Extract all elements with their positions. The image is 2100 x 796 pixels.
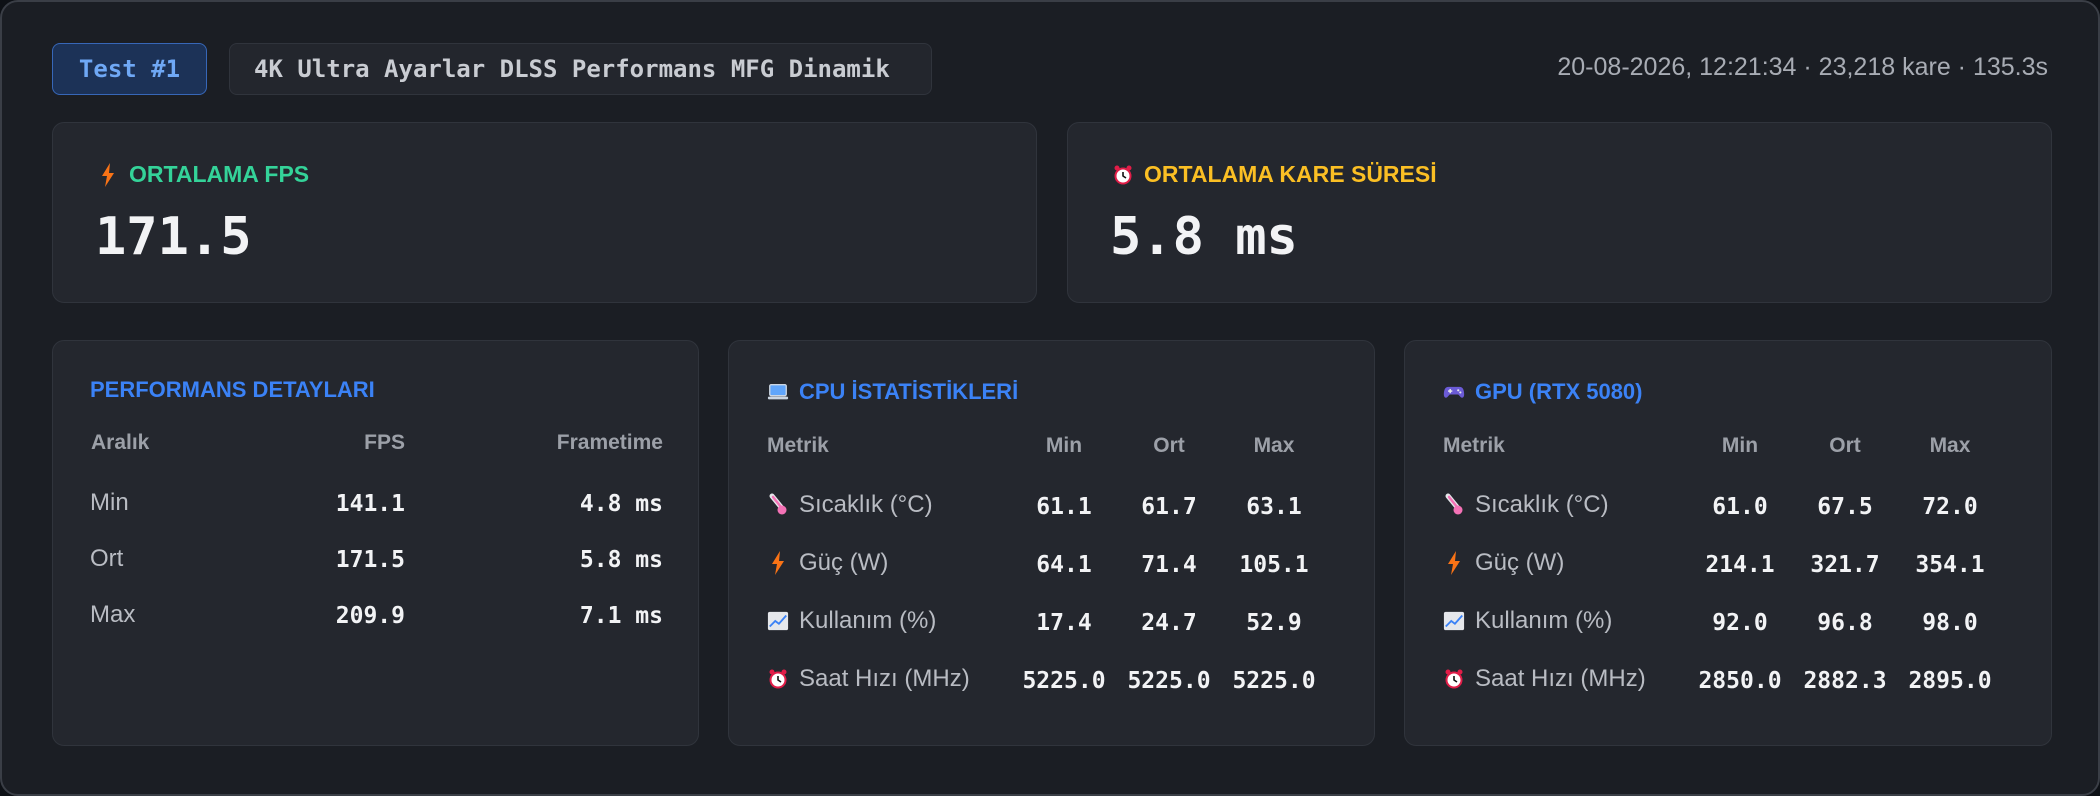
cpu-stats-card: CPU İSTATİSTİKLERİ Metrik Min Ort Max Sı… [728, 340, 1375, 746]
alarm-clock-icon [1112, 162, 1134, 188]
cpu-row-usage: Kullanım (%) [767, 607, 936, 635]
cpu-power-min: 64.1 [1036, 552, 1092, 578]
cpu-power-max: 105.1 [1239, 552, 1309, 578]
average-frametime-label: ORTALAMA KARE SÜRESİ [1144, 161, 1437, 187]
cpu-clock-avg: 5225.0 [1127, 668, 1211, 694]
cpu-usage-avg: 24.7 [1141, 610, 1197, 636]
gpu-column-header-max: Max [1929, 434, 1971, 457]
gpu-row-power: Güç (W) [1443, 549, 1564, 577]
gpu-clock-min: 2850.0 [1698, 668, 1782, 694]
cpu-column-header-metric: Metrik [767, 434, 829, 457]
cpu-usage-min: 17.4 [1036, 610, 1092, 636]
cpu-temperature-label: Sıcaklık (°C) [799, 491, 933, 518]
gpu-power-max: 354.1 [1915, 552, 1985, 578]
gpu-row-temperature: Sıcaklık (°C) [1443, 491, 1609, 519]
row-label-max: Max [90, 601, 136, 628]
gpu-stats-card: GPU (RTX 5080) Metrik Min Ort Max Sıcakl… [1404, 340, 2052, 746]
gpu-power-label: Güç (W) [1475, 549, 1565, 576]
average-fps-value: 171.5 [95, 207, 252, 267]
cpu-column-header-min: Min [1045, 434, 1083, 457]
laptop-icon [767, 379, 789, 405]
column-header-range: Aralık [91, 431, 150, 454]
test-number-badge: Test #1 [52, 43, 207, 95]
gpu-stats-title: GPU (RTX 5080) [1475, 379, 1643, 404]
cpu-usage-label: Kullanım (%) [799, 607, 937, 634]
gpu-temperature-avg: 67.5 [1817, 494, 1873, 520]
gpu-usage-min: 92.0 [1712, 610, 1768, 636]
column-header-fps: FPS [364, 431, 405, 454]
gpu-temperature-min: 61.0 [1712, 494, 1768, 520]
gpu-power-avg: 321.7 [1810, 552, 1880, 578]
test-settings-title: 4K Ultra Ayarlar DLSS Performans MFG Din… [229, 43, 932, 95]
fps-avg-value: 171.5 [335, 547, 405, 573]
gamepad-icon [1443, 379, 1465, 405]
gpu-usage-max: 98.0 [1922, 610, 1978, 636]
gpu-clock-avg: 2882.3 [1803, 668, 1887, 694]
bolt-icon [1443, 550, 1465, 576]
cpu-power-avg: 71.4 [1141, 552, 1197, 578]
thermometer-icon [767, 492, 789, 518]
cpu-clock-min: 5225.0 [1022, 668, 1106, 694]
cpu-clock-label: Saat Hızı (MHz) [799, 665, 970, 692]
cpu-clock-max: 5225.0 [1232, 668, 1316, 694]
cpu-column-header-avg: Ort [1153, 434, 1185, 457]
frametime-min-value: 4.8 ms [579, 491, 663, 517]
cpu-temperature-avg: 61.7 [1141, 494, 1197, 520]
frametime-max-value: 7.1 ms [579, 603, 663, 629]
cpu-temperature-max: 63.1 [1246, 494, 1302, 520]
gpu-column-header-avg: Ort [1829, 434, 1861, 457]
frametime-avg-value: 5.8 ms [579, 547, 663, 573]
gpu-usage-label: Kullanım (%) [1475, 607, 1613, 634]
cpu-row-clock: Saat Hızı (MHz) [767, 665, 970, 693]
cpu-power-label: Güç (W) [799, 549, 889, 576]
column-header-frametime: Frametime [556, 431, 663, 454]
gpu-usage-avg: 96.8 [1817, 610, 1873, 636]
gpu-row-clock: Saat Hızı (MHz) [1443, 665, 1646, 693]
cpu-usage-max: 52.9 [1246, 610, 1302, 636]
alarm-clock-icon [767, 666, 789, 692]
gpu-column-header-metric: Metrik [1443, 434, 1505, 457]
thermometer-icon [1443, 492, 1465, 518]
test-header: Test #1 4K Ultra Ayarlar DLSS Performans… [52, 43, 2048, 97]
average-frametime-label-row: ORTALAMA KARE SÜRESİ [1112, 161, 1437, 188]
gpu-stats-title-row: GPU (RTX 5080) [1443, 379, 1643, 405]
row-label-avg: Ort [90, 545, 124, 572]
gpu-clock-label: Saat Hızı (MHz) [1475, 665, 1646, 692]
performance-details-title: PERFORMANS DETAYLARI [90, 377, 375, 402]
gpu-clock-max: 2895.0 [1908, 668, 1992, 694]
chart-up-icon [1443, 608, 1465, 634]
fps-min-value: 141.1 [335, 491, 405, 517]
cpu-stats-title-row: CPU İSTATİSTİKLERİ [767, 379, 1018, 405]
gpu-row-usage: Kullanım (%) [1443, 607, 1612, 635]
chart-up-icon [767, 608, 789, 634]
gpu-temperature-label: Sıcaklık (°C) [1475, 491, 1609, 518]
cpu-stats-title: CPU İSTATİSTİKLERİ [799, 379, 1019, 404]
bolt-icon [767, 550, 789, 576]
average-fps-label-row: ORTALAMA FPS [97, 161, 309, 188]
fps-max-value: 209.9 [335, 603, 405, 629]
alarm-clock-icon [1443, 666, 1465, 692]
gpu-power-min: 214.1 [1705, 552, 1775, 578]
average-fps-card: ORTALAMA FPS 171.5 [52, 122, 1037, 303]
test-meta-info: 20-08-2026, 12:21:34 · 23,218 kare · 135… [1557, 53, 2048, 81]
gpu-column-header-min: Min [1721, 434, 1759, 457]
gpu-temperature-max: 72.0 [1922, 494, 1978, 520]
cpu-temperature-min: 61.1 [1036, 494, 1092, 520]
cpu-column-header-max: Max [1253, 434, 1295, 457]
average-fps-label: ORTALAMA FPS [129, 161, 310, 187]
performance-details-card: PERFORMANS DETAYLARI Aralık FPS Frametim… [52, 340, 699, 746]
bolt-icon [97, 162, 119, 188]
cpu-row-power: Güç (W) [767, 549, 888, 577]
average-frametime-card: ORTALAMA KARE SÜRESİ 5.8 ms [1067, 122, 2052, 303]
cpu-row-temperature: Sıcaklık (°C) [767, 491, 933, 519]
row-label-min: Min [90, 489, 129, 516]
average-frametime-value: 5.8 ms [1110, 207, 1298, 267]
